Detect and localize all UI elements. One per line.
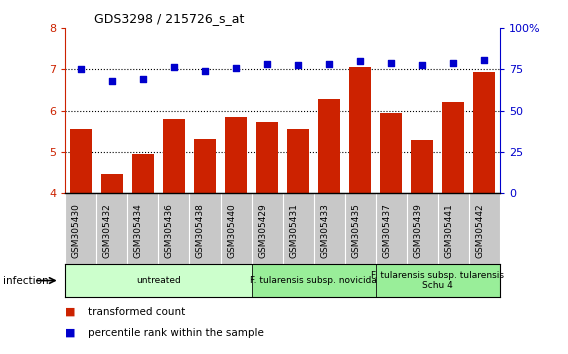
Bar xyxy=(318,99,340,193)
Bar xyxy=(287,129,309,193)
Text: GSM305429: GSM305429 xyxy=(258,204,267,258)
Point xyxy=(139,76,148,81)
Point xyxy=(262,61,272,67)
Text: GSM305430: GSM305430 xyxy=(72,204,81,258)
Text: F. tularensis subsp. tularensis
Schu 4: F. tularensis subsp. tularensis Schu 4 xyxy=(371,271,504,290)
Text: GSM305436: GSM305436 xyxy=(165,204,174,258)
Text: GSM305433: GSM305433 xyxy=(320,204,329,258)
Point xyxy=(449,60,458,66)
Bar xyxy=(442,102,464,193)
Bar xyxy=(474,72,495,193)
Text: infection: infection xyxy=(3,275,48,286)
Bar xyxy=(252,264,375,297)
Text: F. tularensis subsp. novicida: F. tularensis subsp. novicida xyxy=(250,276,377,285)
Text: untreated: untreated xyxy=(136,276,181,285)
Bar xyxy=(101,175,123,193)
Point xyxy=(107,78,116,84)
Text: GSM305431: GSM305431 xyxy=(289,204,298,258)
Text: transformed count: transformed count xyxy=(88,307,185,316)
Bar xyxy=(256,122,278,193)
Point xyxy=(294,62,303,67)
Text: GSM305439: GSM305439 xyxy=(414,204,422,258)
Point xyxy=(232,65,241,71)
Point xyxy=(387,60,396,66)
Text: percentile rank within the sample: percentile rank within the sample xyxy=(88,328,264,338)
Text: GSM305434: GSM305434 xyxy=(134,204,143,258)
Bar xyxy=(132,154,154,193)
Text: GDS3298 / 215726_s_at: GDS3298 / 215726_s_at xyxy=(94,12,244,25)
Bar xyxy=(194,139,216,193)
Text: ■: ■ xyxy=(65,328,76,338)
Point xyxy=(356,58,365,64)
Bar xyxy=(70,129,91,193)
Bar xyxy=(349,67,371,193)
Point xyxy=(169,64,178,70)
Text: GSM305437: GSM305437 xyxy=(382,204,391,258)
Text: GSM305442: GSM305442 xyxy=(475,204,485,258)
Point xyxy=(76,67,85,72)
Point xyxy=(324,61,333,67)
Text: GSM305438: GSM305438 xyxy=(196,204,205,258)
Point xyxy=(480,58,489,63)
Text: GSM305441: GSM305441 xyxy=(444,204,453,258)
Bar xyxy=(65,264,252,297)
Point xyxy=(201,68,210,74)
Text: GSM305432: GSM305432 xyxy=(103,204,112,258)
Bar xyxy=(163,119,185,193)
Text: GSM305440: GSM305440 xyxy=(227,204,236,258)
Bar xyxy=(375,264,500,297)
Text: ■: ■ xyxy=(65,307,76,316)
Bar xyxy=(381,113,402,193)
Bar xyxy=(411,140,433,193)
Point xyxy=(417,62,427,67)
Bar xyxy=(225,117,247,193)
Text: GSM305435: GSM305435 xyxy=(351,204,360,258)
